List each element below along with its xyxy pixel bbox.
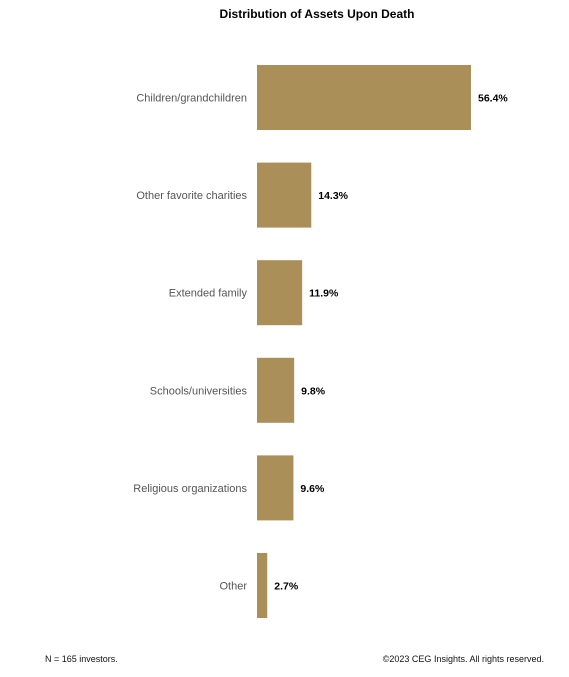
bars-group: Children/grandchildren 56.4% Other favorit… bbox=[133, 65, 508, 618]
category-label-3: Schools/universities bbox=[150, 385, 248, 397]
bar-0 bbox=[257, 65, 471, 130]
bar-3 bbox=[257, 357, 295, 423]
category-label-5: Other bbox=[219, 581, 247, 593]
sample-size-note: N = 165 investors. bbox=[45, 654, 118, 664]
value-label-1: 14.3% bbox=[318, 190, 348, 202]
category-label-1: Other favorite charities bbox=[136, 190, 247, 202]
category-label-4: Religious organizations bbox=[133, 483, 247, 495]
value-label-3: 9.8% bbox=[301, 385, 326, 397]
value-label-0: 56.4% bbox=[478, 93, 508, 105]
category-label-2: Extended family bbox=[169, 288, 248, 300]
bar-4 bbox=[257, 455, 294, 521]
value-label-4: 9.6% bbox=[300, 483, 325, 495]
bar-1 bbox=[257, 162, 312, 228]
chart-title: Distribution of Assets Upon Death bbox=[220, 7, 415, 21]
bar-2 bbox=[257, 260, 303, 326]
bar-5 bbox=[257, 553, 268, 618]
value-label-5: 2.7% bbox=[274, 581, 299, 593]
copyright-notice: ©2023 CEG Insights. All rights reserved. bbox=[382, 654, 544, 664]
category-label-0: Children/grandchildren bbox=[136, 93, 247, 105]
value-label-2: 11.9% bbox=[309, 288, 339, 300]
